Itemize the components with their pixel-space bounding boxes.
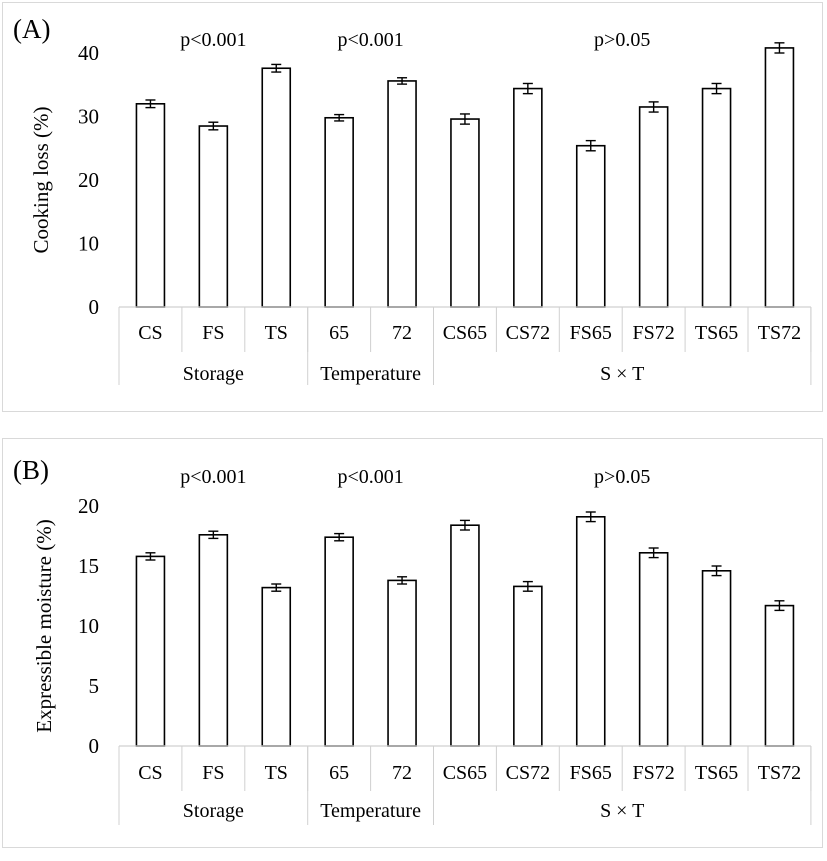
category-label: CS65: [443, 322, 487, 344]
bar-TS72: [764, 604, 795, 747]
bar-FS65: [575, 144, 606, 308]
bar-72: [387, 80, 417, 308]
p-value-annotation: p<0.001: [180, 466, 246, 488]
category-label: FS: [202, 322, 224, 344]
category-label: TS65: [695, 762, 738, 784]
category-label: CS72: [506, 762, 550, 784]
bar-TS72: [764, 47, 795, 308]
category-label: CS: [138, 762, 162, 784]
panel-label: (A): [13, 14, 50, 44]
y-axis-label: Cooking loss (%): [29, 106, 53, 253]
y-tick-label: 20: [78, 494, 99, 518]
bar-FS: [198, 125, 229, 308]
bar-TS65: [701, 570, 732, 747]
bar-CS65: [450, 118, 480, 308]
category-label: TS: [265, 762, 288, 784]
y-tick-label: 30: [78, 105, 99, 129]
p-value-annotation: p<0.001: [337, 466, 403, 488]
bar-FS65: [575, 516, 606, 747]
bar-65: [324, 536, 354, 747]
category-label: FS65: [570, 322, 612, 344]
group-label: Storage: [183, 800, 244, 822]
y-axis-label: Expressible moisture (%): [32, 519, 56, 732]
group-label: Temperature: [320, 800, 421, 822]
bar-CS: [135, 555, 166, 747]
group-label: Storage: [183, 363, 244, 385]
y-tick-label: 40: [78, 41, 99, 65]
bar-FS: [198, 534, 229, 747]
bar-72: [387, 579, 417, 747]
category-label: TS72: [758, 322, 801, 344]
category-label: 72: [392, 322, 412, 344]
category-label: FS72: [633, 762, 675, 784]
category-label: 65: [329, 762, 349, 784]
bar-FS72: [638, 106, 669, 308]
bar-TS65: [701, 87, 732, 308]
bar-CS: [135, 103, 166, 308]
y-tick-label: 15: [78, 554, 99, 578]
p-value-annotation: p<0.001: [337, 29, 403, 51]
category-label: TS65: [695, 322, 738, 344]
category-label: FS65: [570, 762, 612, 784]
p-value-annotation: p<0.001: [180, 29, 246, 51]
category-label: CS65: [443, 762, 487, 784]
expressible-moisture-chart: (B) Expressible moisture (%) 0 5 10 15 20 CS FS T…: [13, 455, 812, 825]
category-label: 65: [329, 322, 349, 344]
category-label: FS72: [633, 322, 675, 344]
bar-TS: [261, 586, 292, 747]
panel-label: (B): [13, 455, 49, 485]
category-label: FS: [202, 762, 224, 784]
category-label: TS72: [758, 762, 801, 784]
bar-CS72: [513, 585, 543, 747]
category-label: CS: [138, 322, 162, 344]
group-label: S × T: [600, 800, 644, 822]
category-label: CS72: [506, 322, 550, 344]
y-tick-label: 10: [78, 614, 99, 638]
bar-TS: [261, 67, 292, 308]
y-tick-label: 0: [89, 295, 100, 319]
y-tick-label: 0: [89, 734, 100, 758]
p-value-annotation: p>0.05: [594, 29, 650, 51]
y-tick-label: 20: [78, 168, 99, 192]
category-label: TS: [265, 322, 288, 344]
category-label: 72: [392, 762, 412, 784]
bar-65: [324, 116, 354, 308]
group-label: Temperature: [320, 363, 421, 385]
p-value-annotation: p>0.05: [594, 466, 650, 488]
bar-FS72: [638, 552, 669, 747]
chart-panel-b: (B) Expressible moisture (%) 0 5 10 15 20 CS FS T…: [2, 438, 823, 848]
chart-panel-a: (A) Cooking loss (%) 0 10 20 30 40 CS FS TS 65 72 CS…: [2, 2, 823, 412]
y-tick-label: 10: [78, 232, 99, 256]
group-label: S × T: [600, 363, 644, 385]
bar-CS72: [513, 87, 543, 308]
bar-CS65: [450, 524, 480, 747]
y-tick-label: 5: [89, 674, 100, 698]
